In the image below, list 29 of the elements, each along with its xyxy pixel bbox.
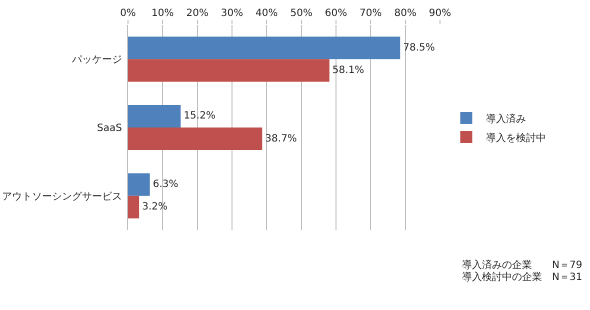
data-label: 38.7% [265,133,297,144]
y-tick-label: パッケージ [71,54,122,66]
x-tick-label: 30% [220,8,244,19]
x-tick-label: 90% [428,8,452,19]
text: 導入済みの企業 N＝79 [462,259,582,271]
bar [128,59,330,82]
bar [128,173,150,196]
x-tick-label: 20% [186,8,208,19]
x-tick-label: 70% [360,8,382,19]
y-tick-label: アウトソーシングサービス [2,191,122,202]
legend-label: 導入済み [486,112,526,125]
data-label: 6.3% [152,179,178,190]
data-label: 3.2% [142,202,168,213]
y-tick-label: SaaS [97,123,122,134]
data-label: 78.5% [403,42,435,54]
x-tick-label: 80% [394,8,416,19]
x-tick-label: 60% [324,8,348,19]
bar [128,104,181,128]
data-label: 15.2% [184,110,216,122]
x-tick-label: 10% [152,8,174,19]
bar [128,128,262,150]
text: 導入検討中の企業 N＝31 [462,271,582,283]
x-tick-label: 50% [290,8,312,19]
x-tick-label: 0% [120,8,136,19]
bar [128,36,400,60]
bar [128,196,140,218]
legend-label: 導入を検討中 [486,132,546,144]
data-label: 58.1% [332,64,364,76]
x-tick-label: 40% [256,8,278,19]
